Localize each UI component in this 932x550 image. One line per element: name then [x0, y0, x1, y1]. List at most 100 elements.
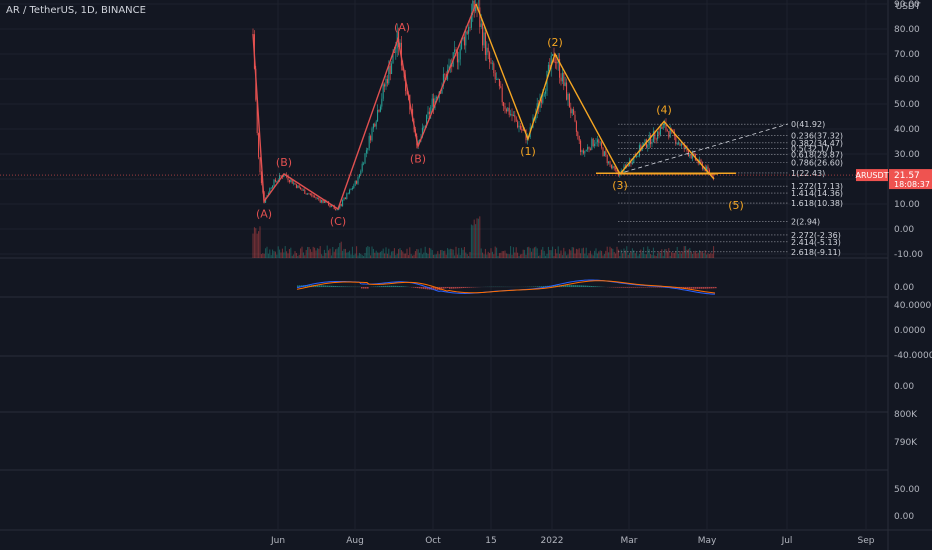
candle-body [302, 189, 304, 191]
candle-body [441, 86, 443, 94]
price-tick-label: 0.00 [894, 225, 914, 235]
candle-body [353, 185, 355, 189]
candle-body [659, 127, 661, 135]
candle-body [489, 52, 491, 63]
candle-body [608, 161, 610, 164]
volume-bar [384, 253, 386, 258]
volume-bar [476, 218, 478, 258]
candle-body [384, 84, 386, 87]
macd-histogram-bar [621, 287, 623, 288]
volume-bar [591, 254, 593, 258]
volume-bar [505, 253, 507, 258]
symbol-label: ARUSDT [855, 171, 888, 180]
volume-bar [661, 249, 663, 258]
macd-histogram-bar [367, 287, 369, 289]
macd-histogram-bar [381, 286, 383, 287]
candle-body [661, 127, 663, 129]
volume-bar [640, 249, 642, 258]
candle-body [279, 175, 281, 181]
volume-bar [449, 248, 451, 258]
candle-body [581, 150, 583, 153]
candle-body [468, 27, 470, 34]
candle-body [552, 54, 554, 56]
volume-bar [638, 253, 640, 258]
volume-bar [416, 249, 418, 258]
macd-histogram-bar [421, 287, 423, 289]
volume-bar [351, 246, 353, 258]
volume-bar [540, 249, 542, 258]
volume-bar [673, 252, 675, 258]
candle-body [700, 159, 702, 163]
volume-bar [274, 251, 276, 258]
volume-bar [336, 248, 338, 258]
candle-body [567, 94, 569, 100]
candle-body [547, 64, 549, 72]
fib-label: 1(22.43) [791, 169, 825, 178]
candle-body [372, 123, 374, 129]
candle-body [357, 177, 359, 184]
volume-bar [465, 252, 467, 258]
volume-bar [480, 248, 482, 258]
macd-histogram-bar [431, 287, 433, 290]
candle-body [602, 147, 604, 157]
volume-bar [312, 246, 314, 258]
candle-body [680, 143, 682, 146]
macd-histogram-bar [321, 285, 323, 287]
candle-body [294, 182, 296, 185]
candle-body [360, 171, 362, 175]
volume-bar [372, 248, 374, 258]
macd-histogram-bar [333, 285, 335, 287]
macd-histogram-bar [319, 285, 321, 287]
candle-body [692, 153, 694, 159]
macd-histogram-bar [377, 286, 379, 287]
volume-bar [399, 248, 401, 258]
candle-body [354, 181, 356, 186]
macd-histogram-bar [423, 287, 425, 289]
candle-body [540, 99, 542, 103]
candle-body [421, 127, 423, 138]
candle-body [620, 170, 622, 173]
time-tick-label: Jun [270, 536, 285, 546]
candle-body [504, 106, 506, 110]
candle-body [293, 182, 295, 184]
volume-bar [337, 247, 339, 258]
price-tick-label: 60.00 [894, 75, 920, 85]
volume-bar [357, 255, 359, 258]
volume-bar [284, 246, 286, 258]
volume-bar [367, 246, 369, 258]
macd-histogram-bar [457, 287, 459, 289]
volume-bar [281, 248, 283, 258]
volume-bar [326, 245, 328, 258]
volume-bar [307, 246, 309, 258]
volume-bar [435, 254, 437, 258]
volume-bar [437, 251, 439, 258]
volume-bar [308, 247, 310, 258]
volume-bar [302, 252, 304, 258]
chart-title: AR / TetherUS, 1D, BINANCE [6, 5, 146, 16]
candle-body [491, 63, 493, 65]
candle-body [636, 156, 638, 158]
macd-histogram-bar [571, 285, 573, 287]
volume-bar [270, 255, 272, 258]
volume-bar [680, 253, 682, 258]
macd-histogram-bar [435, 287, 437, 290]
candle-body [423, 126, 425, 128]
volume-bar [629, 252, 631, 258]
candle-body [389, 65, 391, 75]
candle-body [479, 7, 481, 28]
macd-histogram-bar [693, 287, 695, 289]
volume-bar [283, 252, 285, 258]
candle-body [454, 49, 456, 53]
candle-body [559, 58, 561, 78]
macd-histogram-bar [297, 285, 299, 287]
candle-body [627, 165, 629, 167]
candle-body [419, 139, 421, 142]
macd-histogram-bar [363, 287, 365, 289]
volume-bar [613, 251, 615, 258]
candle-body [363, 163, 365, 165]
candle-body [514, 114, 516, 118]
macd-histogram-bar [335, 286, 337, 287]
candle-body [669, 129, 671, 138]
candle-body [643, 143, 645, 146]
